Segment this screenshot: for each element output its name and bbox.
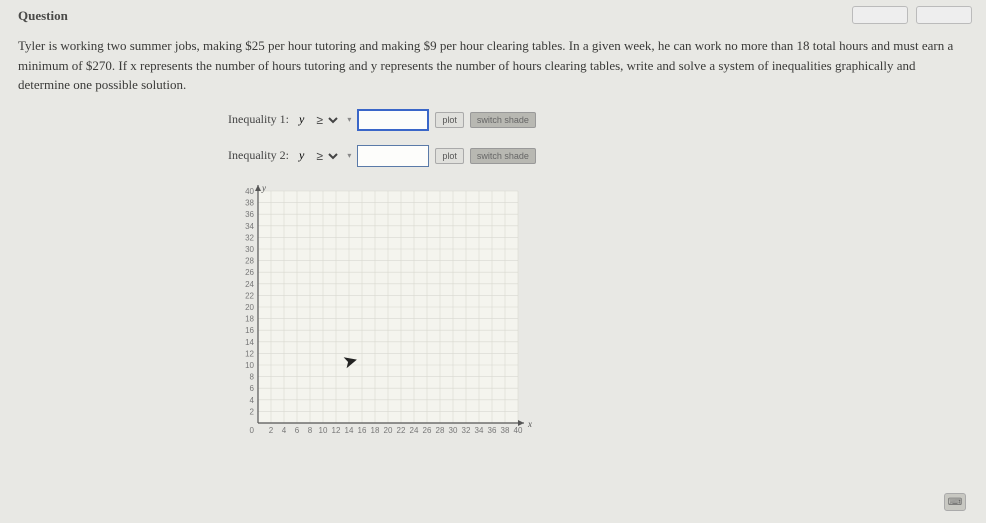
svg-text:34: 34 <box>245 221 254 230</box>
inequality-1-row: Inequality 1: y ≥ ▾ plot switch shade <box>228 109 968 131</box>
svg-text:0: 0 <box>250 426 255 435</box>
svg-text:2: 2 <box>269 426 274 435</box>
svg-text:38: 38 <box>501 426 510 435</box>
svg-text:4: 4 <box>282 426 287 435</box>
header-button-fragments <box>852 6 972 24</box>
ineq2-plot-button[interactable]: plot <box>435 148 464 164</box>
svg-text:20: 20 <box>245 303 254 312</box>
inequality-2-row: Inequality 2: y ≥ ▾ plot switch shade <box>228 145 968 167</box>
chevron-down-icon: ▾ <box>347 151 351 160</box>
ineq1-expression-input[interactable] <box>357 109 429 131</box>
ineq1-shade-button[interactable]: switch shade <box>470 112 536 128</box>
svg-text:20: 20 <box>384 426 393 435</box>
svg-text:22: 22 <box>245 291 254 300</box>
svg-text:y: y <box>261 183 266 193</box>
svg-text:14: 14 <box>345 426 354 435</box>
ineq2-expression-input[interactable] <box>357 145 429 167</box>
svg-text:16: 16 <box>358 426 367 435</box>
svg-text:12: 12 <box>332 426 341 435</box>
keyboard-icon[interactable]: ⌨ <box>944 493 966 511</box>
svg-text:28: 28 <box>245 256 254 265</box>
question-label: Question <box>18 8 968 24</box>
svg-text:18: 18 <box>245 314 254 323</box>
graph-container[interactable]: 2468101214161820222426283032343638402468… <box>228 181 568 461</box>
coordinate-grid[interactable]: 2468101214161820222426283032343638402468… <box>228 181 568 461</box>
svg-text:38: 38 <box>245 198 254 207</box>
svg-text:30: 30 <box>245 245 254 254</box>
chevron-down-icon: ▾ <box>347 115 351 124</box>
ineq2-operator-select[interactable]: ≥ <box>310 147 341 165</box>
ineq1-var: y <box>299 112 304 127</box>
header-btn-1[interactable] <box>852 6 908 24</box>
svg-text:10: 10 <box>319 426 328 435</box>
svg-text:40: 40 <box>245 187 254 196</box>
svg-text:8: 8 <box>250 372 255 381</box>
svg-text:34: 34 <box>475 426 484 435</box>
ineq1-label: Inequality 1: <box>228 112 289 127</box>
svg-text:12: 12 <box>245 349 254 358</box>
svg-text:32: 32 <box>462 426 471 435</box>
svg-text:18: 18 <box>371 426 380 435</box>
ineq2-label: Inequality 2: <box>228 148 289 163</box>
svg-text:8: 8 <box>308 426 313 435</box>
svg-text:36: 36 <box>245 210 254 219</box>
svg-text:30: 30 <box>449 426 458 435</box>
svg-text:32: 32 <box>245 233 254 242</box>
svg-text:6: 6 <box>295 426 300 435</box>
header-btn-2[interactable] <box>916 6 972 24</box>
svg-text:26: 26 <box>245 268 254 277</box>
svg-text:16: 16 <box>245 326 254 335</box>
ineq1-plot-button[interactable]: plot <box>435 112 464 128</box>
svg-text:24: 24 <box>245 279 254 288</box>
svg-text:4: 4 <box>250 395 255 404</box>
svg-text:40: 40 <box>514 426 523 435</box>
svg-text:22: 22 <box>397 426 406 435</box>
svg-text:26: 26 <box>423 426 432 435</box>
svg-text:6: 6 <box>250 384 255 393</box>
question-prompt: Tyler is working two summer jobs, making… <box>18 36 968 95</box>
svg-text:36: 36 <box>488 426 497 435</box>
ineq2-shade-button[interactable]: switch shade <box>470 148 536 164</box>
svg-text:28: 28 <box>436 426 445 435</box>
svg-text:24: 24 <box>410 426 419 435</box>
svg-text:14: 14 <box>245 337 254 346</box>
ineq2-var: y <box>299 148 304 163</box>
svg-text:x: x <box>527 419 532 429</box>
svg-text:10: 10 <box>245 361 254 370</box>
ineq1-operator-select[interactable]: ≥ <box>310 111 341 129</box>
svg-text:2: 2 <box>250 407 255 416</box>
